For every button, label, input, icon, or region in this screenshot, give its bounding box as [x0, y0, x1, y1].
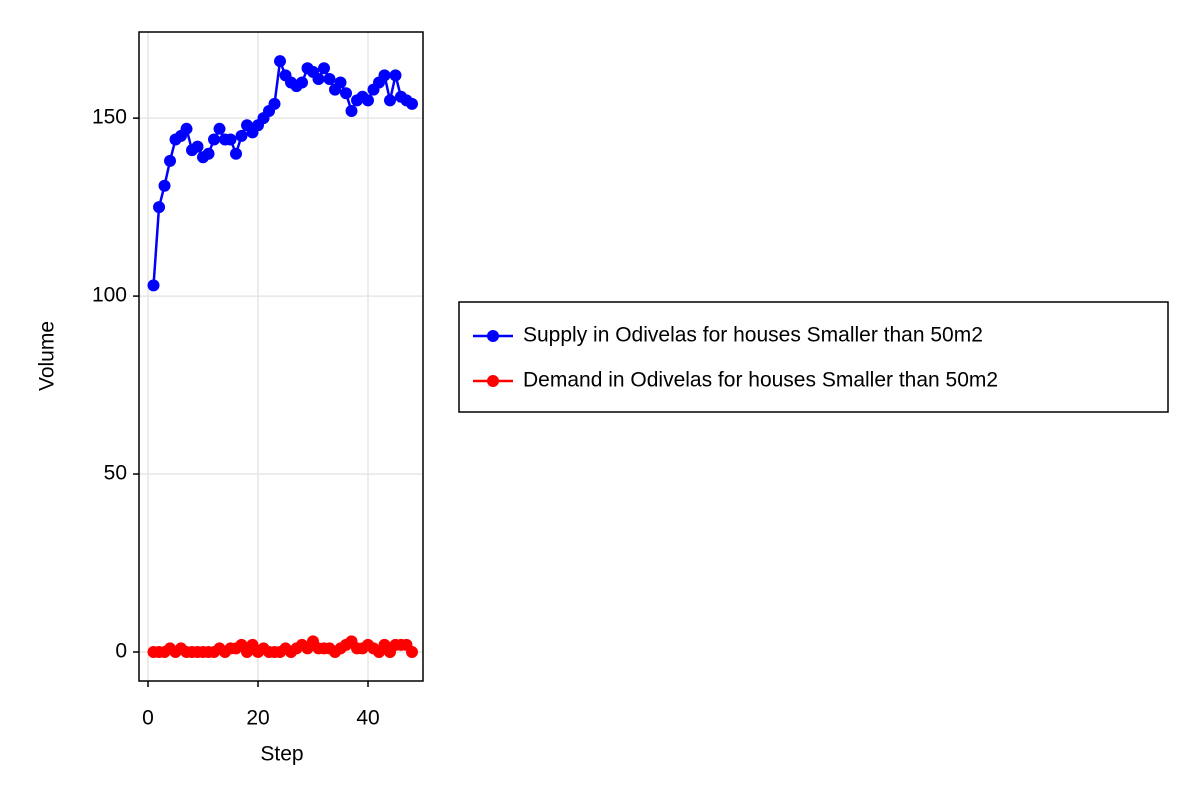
data-point — [296, 76, 309, 89]
data-point — [268, 97, 281, 110]
data-point — [153, 201, 166, 214]
data-point — [389, 69, 402, 82]
data-point — [180, 122, 193, 135]
data-point — [340, 87, 353, 100]
data-point — [362, 94, 375, 107]
data-point — [406, 645, 419, 658]
data-point — [345, 105, 358, 118]
x-tick-label: 0 — [142, 707, 154, 730]
data-point — [230, 147, 243, 160]
data-point — [235, 129, 248, 142]
y-tick-label: 0 — [115, 640, 127, 663]
data-point — [147, 279, 160, 292]
data-point — [384, 94, 397, 107]
plot-frame — [138, 31, 424, 682]
data-point — [224, 133, 237, 146]
data-point — [334, 76, 347, 89]
data-point — [318, 62, 331, 75]
data-point — [312, 72, 325, 85]
data-point — [202, 147, 215, 160]
data-point — [164, 154, 177, 167]
data-point — [208, 133, 221, 146]
legend-label: Supply in Odivelas for houses Smaller th… — [523, 324, 983, 347]
data-point — [323, 72, 336, 85]
data-point — [191, 140, 204, 153]
x-axis-label: Step — [260, 743, 303, 766]
x-tick-label: 20 — [246, 707, 269, 730]
legend-marker — [487, 375, 499, 387]
y-tick-label: 50 — [104, 462, 127, 485]
data-point — [406, 97, 419, 110]
y-tick-label: 100 — [92, 284, 127, 307]
legend-marker — [487, 330, 499, 342]
legend-box — [458, 301, 1169, 413]
y-tick-label: 150 — [92, 106, 127, 129]
data-point — [213, 122, 226, 135]
y-axis-label: Volume — [36, 321, 59, 391]
data-point — [274, 55, 287, 68]
data-point — [378, 69, 391, 82]
data-point — [158, 179, 171, 192]
x-tick-label: 40 — [356, 707, 379, 730]
legend-label: Demand in Odivelas for houses Smaller th… — [523, 369, 998, 392]
